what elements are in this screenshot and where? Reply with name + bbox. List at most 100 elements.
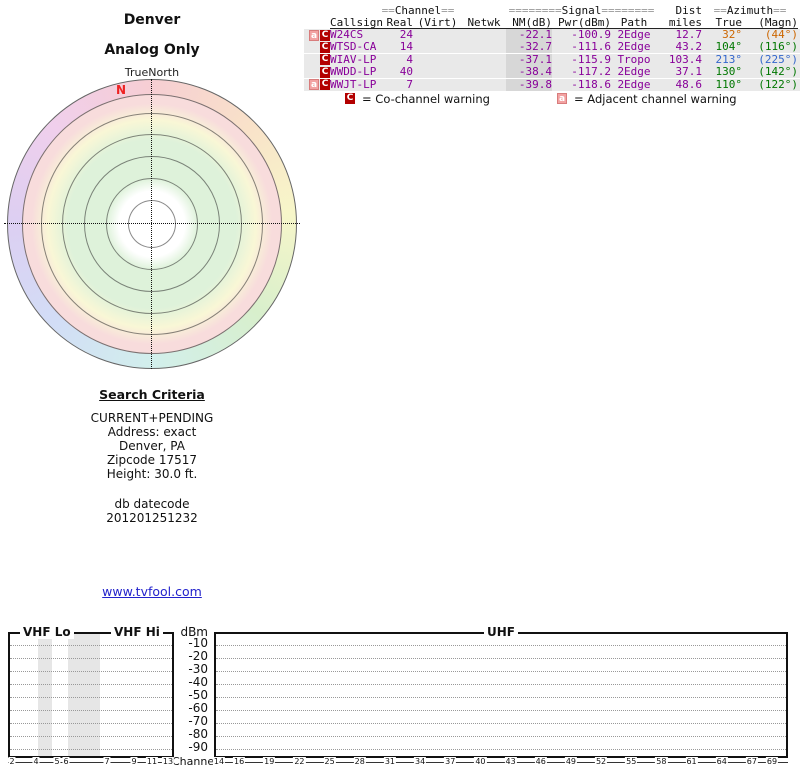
- dbm-tick-label: -20: [188, 649, 208, 663]
- dbm-tick-label: -40: [188, 675, 208, 689]
- gridline: [216, 671, 786, 672]
- true-azimuth-cell: 213°: [715, 52, 743, 66]
- ring-circle: [84, 156, 220, 292]
- vhf-channel-tick: 5: [53, 757, 61, 766]
- callsign-cell: WWJT-LP: [330, 77, 377, 91]
- virt-channel-cell: [413, 41, 462, 53]
- north-south-axis: [151, 79, 152, 369]
- search-criteria-line: Height: 30.0 ft.: [106, 467, 198, 481]
- search-criteria-line: Denver, PA: [119, 439, 185, 453]
- dbm-tick-label: -30: [188, 662, 208, 676]
- db-datecode: db datecode 201201251232: [7, 497, 297, 525]
- co-channel-warning-badge: C: [320, 54, 330, 66]
- uhf-channel-tick: 31: [383, 757, 397, 766]
- uhf-channel-tick: 61: [685, 757, 698, 766]
- real-channel-cell: 40: [399, 65, 413, 79]
- uhf-panel: UHF: [214, 625, 788, 758]
- search-criteria-line: CURRENT+PENDING: [90, 411, 214, 425]
- table-rows: a C W24CS 24 -22.1 -100.9 2Edge 12.7 32° (44°) C WT…: [0, 29, 800, 91]
- dbm-tick-label: -10: [188, 636, 208, 650]
- dbm-axis-title: dBm: [180, 625, 208, 639]
- search-criteria-line: Zipcode 17517: [106, 453, 198, 467]
- power-dbm-cell: -111.6: [571, 40, 611, 54]
- gridline: [10, 736, 172, 737]
- table-row: a C WWJT-LP 7 -39.8 -118.6 2Edge 48.6 110° (122°): [304, 77, 800, 91]
- true-azimuth-cell: 32°: [722, 28, 742, 41]
- virt-channel-cell: [413, 54, 462, 66]
- frequency-gap-band: [38, 634, 52, 756]
- col-pwr: Pwr(dBm): [558, 16, 611, 29]
- miles-cell: 43.2: [675, 40, 703, 54]
- dbm-tick-label: -70: [188, 714, 208, 728]
- real-channel-cell: 24: [399, 28, 413, 41]
- east-west-axis: [4, 223, 300, 224]
- signal-spectrum-chart: VHF Lo VHF Hi UHF dBm -10 -20 -30 -40 -50 -60…: [0, 625, 800, 768]
- table-group-headers: ==Channel== ========Signal======== Dist …: [0, 5, 800, 17]
- col-path: Path: [620, 16, 648, 29]
- col-true: True: [715, 16, 743, 29]
- site-link-wrap: www.tvfool.com: [7, 584, 297, 599]
- gridline: [10, 684, 172, 685]
- vhf-channel-tick: 4: [32, 757, 40, 766]
- gridline: [216, 697, 786, 698]
- adjacent-channel-warning-badge: a: [309, 29, 319, 41]
- gridline: [216, 658, 786, 659]
- vhf-channel-tick: 9: [130, 757, 138, 766]
- gridline: [10, 749, 172, 750]
- vhf-channel-tick: 2: [8, 757, 16, 766]
- magnetic-azimuth-cell: (142°): [758, 65, 798, 79]
- uhf-channel-tick: 52: [594, 757, 608, 766]
- vhf-channel-axis: [8, 762, 174, 763]
- gridline: [216, 749, 786, 750]
- col-miles: miles: [668, 16, 702, 29]
- virt-channel-cell: [413, 66, 462, 78]
- virt-channel-cell: [413, 79, 462, 91]
- power-dbm-cell: -117.2: [571, 65, 611, 79]
- nm-db-cell: -22.1: [506, 29, 552, 41]
- legend-adjacent-text: = Adjacent channel warning: [574, 91, 737, 106]
- uhf-channel-tick: 25: [323, 757, 336, 766]
- path-cell: 2Edge: [617, 65, 651, 79]
- col-callsign: Callsign: [330, 16, 383, 29]
- path-cell: 2Edge: [617, 40, 651, 54]
- col-magn: (Magn): [758, 16, 798, 29]
- uhf-channel-tick: 55: [625, 757, 638, 766]
- power-dbm-cell: -118.6: [571, 77, 611, 91]
- uhf-label: UHF: [484, 625, 518, 639]
- gridline: [10, 697, 172, 698]
- col-virt: (Virt): [417, 16, 458, 29]
- uhf-channel-tick: 69: [765, 757, 779, 766]
- legend-co-channel-text: = Co-channel warning: [362, 91, 490, 106]
- channel-axis-title: Channel: [172, 755, 218, 768]
- uhf-channel-tick: 34: [413, 757, 427, 766]
- signal-group-header: ========Signal========: [508, 4, 655, 17]
- network-cell: [462, 41, 506, 53]
- dbm-tick-label: -60: [188, 701, 208, 715]
- virt-channel-cell: [413, 29, 462, 41]
- dbm-tick-label: -80: [188, 727, 208, 741]
- magnetic-azimuth-cell: (44°): [764, 28, 798, 41]
- vhf-channel-tick: 7: [103, 757, 111, 766]
- page-title: Denver: [123, 12, 181, 28]
- uhf-channel-tick: 46: [534, 757, 547, 766]
- uhf-channel-tick: 40: [474, 757, 487, 766]
- ring-circle: [106, 178, 198, 270]
- power-dbm-cell: -115.9: [571, 52, 611, 66]
- search-criteria-line: Address: exact: [107, 425, 197, 439]
- vhf-channel-tick: 11: [145, 757, 159, 766]
- tvfool-link[interactable]: www.tvfool.com: [102, 584, 202, 599]
- uhf-channel-tick: 49: [564, 757, 577, 766]
- real-channel-cell: 14: [399, 40, 413, 54]
- vhf-hi-label: VHF Hi: [111, 625, 163, 639]
- uhf-channel-tick: 37: [444, 757, 457, 766]
- gridline: [216, 684, 786, 685]
- center-circle: [128, 200, 176, 248]
- network-cell: [462, 66, 506, 78]
- callsign-cell: W24CS: [330, 28, 364, 41]
- gridline: [10, 710, 172, 711]
- adjacent-channel-badge: a: [557, 93, 567, 105]
- dbm-tick-label: -50: [188, 688, 208, 702]
- col-real: Real: [386, 16, 414, 29]
- dbm-tick-label: -90: [188, 740, 208, 754]
